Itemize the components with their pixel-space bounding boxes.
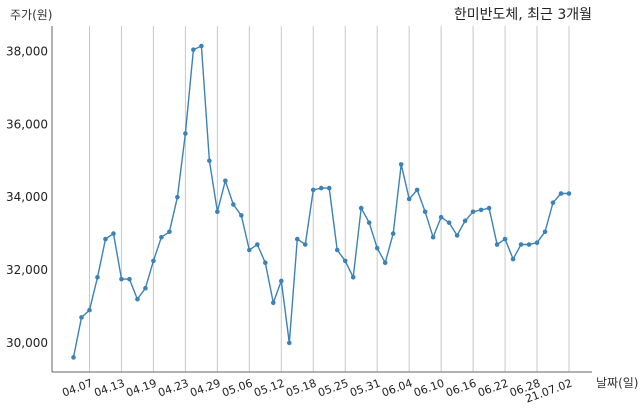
data-point — [374, 245, 380, 251]
data-point — [167, 229, 172, 235]
data-point — [175, 194, 180, 200]
data-point — [215, 209, 220, 215]
data-point — [366, 220, 372, 225]
data-point — [318, 185, 324, 191]
data-point — [223, 178, 228, 184]
data-point — [286, 340, 292, 346]
data-point — [127, 276, 132, 282]
y-tick-label: 32,000 — [6, 263, 48, 277]
x-axis-label: 날짜(일) — [596, 376, 638, 390]
data-point — [350, 275, 356, 280]
data-point — [247, 247, 252, 253]
axes — [51, 26, 592, 373]
data-point — [239, 213, 244, 218]
series-group — [71, 43, 572, 360]
data-point — [398, 162, 404, 167]
data-point — [278, 278, 284, 284]
data-point — [191, 47, 196, 52]
data-point — [79, 315, 84, 320]
x-tick-label: 05.18 — [284, 377, 318, 400]
x-tick-label: 05.31 — [348, 377, 382, 400]
data-point — [270, 300, 276, 306]
data-point — [422, 209, 428, 215]
data-point — [326, 185, 332, 191]
x-tick-label: 04.07 — [60, 377, 94, 400]
data-point — [462, 218, 468, 224]
x-tick-label: 06.10 — [412, 377, 446, 400]
data-point — [390, 231, 396, 236]
data-point — [342, 258, 348, 264]
data-point — [542, 229, 548, 235]
data-point — [518, 242, 524, 247]
y-tick-label: 38,000 — [6, 44, 48, 58]
data-point — [358, 205, 364, 211]
data-point — [478, 207, 484, 213]
y-tick-label: 30,000 — [6, 336, 48, 350]
data-point — [103, 236, 108, 242]
x-tick-label: 04.29 — [188, 377, 222, 400]
y-axis-label: 주가(원) — [10, 8, 52, 22]
x-tick-label: 05.25 — [316, 377, 350, 400]
y-tick-label: 34,000 — [6, 190, 48, 204]
data-point — [231, 202, 236, 207]
data-point — [95, 275, 100, 280]
data-point — [151, 258, 156, 264]
data-point — [438, 214, 444, 220]
data-point — [494, 242, 500, 247]
data-point — [255, 242, 260, 247]
x-tick-label: 04.19 — [124, 377, 158, 400]
x-tick-labels: 04.0704.1304.1904.2304.2905.0605.1205.18… — [60, 377, 574, 406]
x-tick-label: 05.12 — [252, 377, 286, 400]
y-tick-labels: 30,000 32,000 34,000 36,000 38,000 — [6, 44, 48, 349]
data-point — [486, 205, 492, 211]
data-point — [207, 158, 212, 164]
x-tick-label: 05.06 — [220, 377, 254, 400]
data-point — [263, 260, 268, 266]
data-point — [87, 307, 92, 313]
data-point — [566, 191, 572, 196]
data-point — [183, 131, 188, 136]
data-point — [526, 242, 532, 247]
data-point — [334, 247, 340, 253]
chart-title: 한미반도체, 최근 3개월 — [454, 7, 592, 23]
data-point — [470, 209, 476, 215]
data-point — [502, 236, 508, 242]
data-point — [302, 242, 308, 247]
data-point — [111, 231, 116, 236]
data-point — [558, 191, 564, 196]
data-point — [454, 233, 460, 238]
x-tick-label: 06.16 — [444, 377, 478, 400]
x-tick-label: 04.23 — [156, 377, 190, 400]
data-point — [143, 285, 148, 291]
data-point — [199, 43, 204, 49]
data-point — [534, 240, 540, 246]
data-point — [430, 234, 436, 240]
data-point — [406, 196, 412, 202]
data-point — [71, 355, 76, 360]
y-tick-label: 36,000 — [6, 117, 48, 131]
x-tick-label: 06.22 — [476, 377, 510, 400]
data-point — [414, 187, 420, 193]
data-point — [310, 187, 316, 193]
x-tick-label: 04.13 — [92, 377, 126, 400]
data-point — [550, 200, 556, 205]
series-line — [72, 44, 569, 358]
data-point — [119, 276, 124, 282]
x-tick-label: 06.04 — [380, 377, 414, 400]
data-point — [159, 234, 164, 240]
data-point — [135, 296, 140, 302]
data-point — [446, 220, 452, 225]
data-point — [294, 236, 300, 242]
data-point — [510, 256, 516, 262]
data-point — [382, 260, 388, 266]
grid — [88, 26, 570, 372]
